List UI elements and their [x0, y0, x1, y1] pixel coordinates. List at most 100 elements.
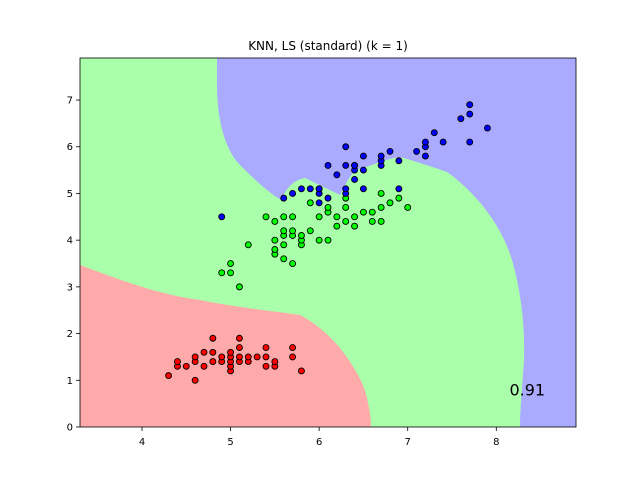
plot-area — [80, 58, 576, 427]
data-point-class-2-29 — [430, 129, 438, 137]
data-point-class-1-30 — [333, 222, 341, 230]
data-point-class-1-41 — [377, 204, 385, 211]
data-point-class-2-16 — [359, 185, 367, 193]
data-point-class-0-18 — [227, 348, 235, 356]
y-tick-label-0: 0 — [67, 423, 73, 434]
data-point-class-2-22 — [386, 147, 394, 155]
data-point-class-1-45 — [404, 204, 412, 211]
data-point-class-2-4 — [306, 185, 314, 193]
data-point-class-2-10 — [342, 185, 350, 193]
decision-region-class-2 — [217, 58, 576, 427]
x-axis: 4 5 6 7 8 — [139, 427, 499, 448]
x-tick-label-1: 5 — [227, 437, 233, 448]
data-point-class-1-32 — [342, 218, 350, 225]
data-point-class-2-36 — [315, 185, 323, 193]
data-point-class-1-9 — [271, 218, 279, 225]
data-point-class-2-26 — [421, 152, 429, 160]
data-point-class-1-8 — [271, 236, 279, 244]
data-point-class-1-27 — [324, 236, 332, 244]
plot-frame — [79, 57, 577, 428]
data-point-class-1-23 — [306, 199, 314, 207]
data-point-class-1-7 — [271, 246, 279, 253]
data-point-class-0-32 — [289, 344, 297, 352]
data-point-class-0-25 — [253, 353, 261, 361]
data-points — [165, 101, 491, 384]
x-tick-label-2: 6 — [316, 437, 322, 448]
data-point-class-0-31 — [289, 353, 297, 361]
data-point-class-1-14 — [280, 213, 288, 221]
data-point-class-2-13 — [351, 175, 359, 183]
decision-region-class-0 — [80, 265, 371, 427]
data-point-class-1-13 — [280, 227, 288, 235]
data-point-class-1-31 — [333, 213, 341, 221]
y-tick-label-6: 6 — [67, 142, 73, 153]
data-point-class-1-0 — [227, 269, 235, 277]
data-point-class-0-13 — [218, 353, 226, 361]
data-point-class-0-9 — [209, 358, 217, 366]
data-point-class-2-2 — [289, 190, 297, 197]
data-point-class-1-2 — [218, 269, 226, 277]
data-point-class-1-24 — [315, 236, 323, 244]
data-point-class-1-4 — [244, 241, 252, 249]
data-point-class-2-5 — [315, 199, 323, 207]
data-point-class-2-23 — [395, 185, 403, 193]
data-point-class-1-25 — [315, 213, 323, 221]
data-point-class-2-7 — [324, 161, 332, 169]
data-point-class-1-37 — [359, 208, 367, 216]
data-point-class-0-33 — [297, 367, 305, 375]
y-tick-label-4: 4 — [67, 236, 73, 247]
x-tick-label-0: 4 — [139, 437, 145, 448]
data-point-class-1-5 — [262, 213, 270, 221]
data-point-class-1-3 — [235, 283, 243, 291]
data-point-class-2-1 — [280, 194, 288, 202]
y-tick-label-7: 7 — [67, 96, 73, 107]
data-point-class-2-3 — [297, 185, 305, 193]
data-point-class-0-27 — [262, 353, 270, 361]
data-point-class-0-4 — [191, 376, 199, 384]
data-point-class-1-22 — [306, 227, 314, 235]
data-point-class-1-35 — [351, 222, 359, 230]
data-point-class-1-39 — [368, 208, 376, 216]
data-point-class-0-11 — [209, 334, 217, 342]
y-tick-label-2: 2 — [67, 329, 73, 340]
data-point-class-2-38 — [324, 194, 332, 202]
data-point-class-2-37 — [351, 161, 359, 169]
data-point-class-0-3 — [182, 362, 190, 370]
data-point-class-1-38 — [368, 218, 376, 225]
data-point-class-0-28 — [262, 344, 270, 352]
data-point-class-1-43 — [386, 199, 394, 207]
data-point-class-1-1 — [227, 260, 235, 267]
x-tick-label-4: 8 — [493, 437, 499, 448]
x-tick-label-3: 7 — [405, 437, 411, 448]
data-point-class-1-10 — [280, 255, 288, 263]
data-point-class-1-29 — [324, 204, 332, 211]
data-point-class-0-22 — [235, 334, 243, 342]
y-axis: 0 1 2 3 4 5 6 7 — [67, 96, 80, 434]
data-point-class-2-24 — [395, 157, 403, 165]
data-point-class-2-33 — [466, 110, 474, 118]
data-point-class-2-8 — [333, 171, 341, 179]
data-point-class-1-15 — [289, 260, 297, 267]
data-point-class-2-31 — [457, 115, 465, 123]
data-point-class-1-36 — [351, 213, 359, 221]
data-point-class-0-10 — [209, 348, 217, 356]
data-point-class-2-0 — [218, 213, 226, 221]
data-point-class-2-17 — [359, 166, 367, 174]
data-point-class-0-21 — [235, 344, 243, 352]
data-point-class-0-7 — [200, 362, 208, 370]
data-point-class-2-25 — [413, 147, 421, 155]
data-point-class-0-26 — [262, 362, 270, 370]
data-point-class-0-8 — [200, 348, 208, 356]
data-point-class-2-12 — [342, 143, 350, 151]
data-point-class-2-11 — [342, 161, 350, 169]
data-point-class-2-28 — [421, 138, 429, 146]
data-point-class-0-0 — [165, 372, 173, 380]
data-point-class-1-17 — [289, 227, 297, 235]
data-point-class-0-6 — [191, 353, 199, 361]
data-point-class-0-2 — [173, 358, 181, 366]
data-point-class-1-33 — [342, 204, 350, 211]
data-point-class-1-18 — [289, 213, 297, 221]
data-point-class-2-30 — [439, 138, 447, 146]
